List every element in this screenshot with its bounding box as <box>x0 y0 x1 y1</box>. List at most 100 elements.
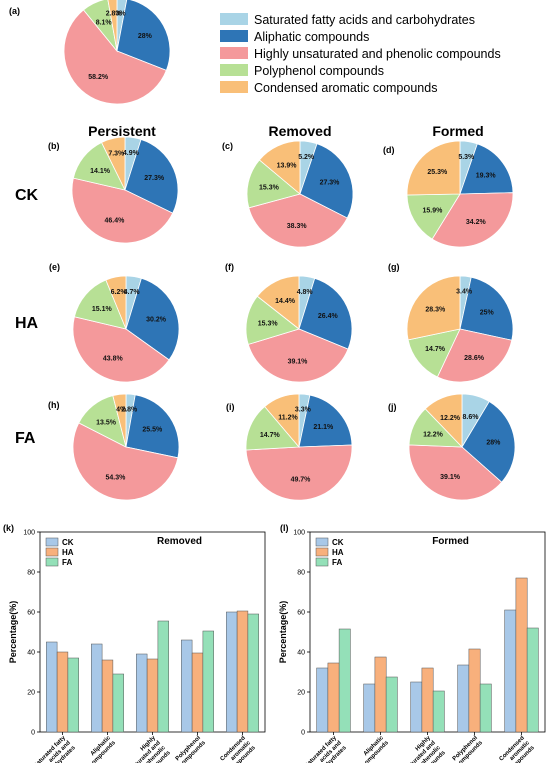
slice-label-polyphenol: 14.1% <box>90 168 111 175</box>
pie-slice-condensed <box>256 275 300 330</box>
bar-ck <box>181 639 193 733</box>
pie-slice-condensed <box>107 0 118 52</box>
slice-label-polyphenol: 14.7% <box>425 346 446 353</box>
legend-label-unsaturated: Highly unsaturated and phenolic compound… <box>254 47 501 61</box>
x-tick-label: Aliphaticcompounds <box>357 735 391 763</box>
slice-label-unsaturated: 58.2% <box>88 74 109 81</box>
pie-slice-condensed <box>100 136 126 191</box>
pie-slice-aliphatic <box>298 277 353 350</box>
panel-label: (f) <box>225 262 234 272</box>
pie-slice-polyphenol <box>406 193 461 240</box>
panel-label: (d) <box>383 145 395 155</box>
bar-ha <box>101 659 114 733</box>
x-tick-label: Saturated fattyacids andcarbohydrates <box>33 735 77 763</box>
slice-label-saturated: 4.7% <box>124 289 141 296</box>
legend-swatch-condensed <box>220 81 248 93</box>
y-tick-label: 40 <box>297 650 305 657</box>
y-tick-label: 20 <box>297 690 305 697</box>
y-tick-label: 80 <box>27 570 35 577</box>
panel-label: (k) <box>3 523 14 533</box>
pie-chart-6: (f) 4.8% 26.4% 39.1% 15.3% 14.4% <box>225 262 353 383</box>
slice-label-condensed: 2.8% <box>106 11 123 18</box>
slice-label-saturated: 3.4% <box>456 289 473 296</box>
pie-slice-condensed <box>258 140 301 195</box>
slice-label-aliphatic: 25% <box>480 309 495 316</box>
slice-label-aliphatic: 21.1% <box>313 424 334 431</box>
pie-slice-polyphenol <box>245 406 300 451</box>
slice-label-condensed: 14.4% <box>275 298 296 305</box>
slice-label-saturated: 5.2% <box>298 154 315 161</box>
bar-ha <box>468 648 481 733</box>
legend-label-saturated: Saturated fatty acids and carbohydrates <box>254 13 475 27</box>
slice-label-saturated: 5.3% <box>458 154 475 161</box>
bar-fa <box>385 676 398 733</box>
y-axis-title: Percentage(%) <box>278 601 288 664</box>
pie-slice-aliphatic <box>125 394 180 459</box>
slice-label-unsaturated: 54.3% <box>105 475 126 482</box>
bar-chart-formed: (l) 0 20 40 60 80 100 Percentage(%) Formed Satura… <box>278 523 546 763</box>
slice-label-polyphenol: 14.7% <box>260 432 281 439</box>
pie-chart-3: (c) 5.2% 27.3% 38.3% 15.3% 13.9% <box>222 140 354 248</box>
pie-chart-10: (j) 8.6% 28% 39.1% 12.2% 12.2% <box>388 393 516 501</box>
bar-ck <box>46 641 58 733</box>
x-tick-label: Condensedaromaticcompounds <box>219 735 258 763</box>
bar-ha <box>515 577 528 733</box>
pie-slice-saturated <box>116 0 128 52</box>
row-title-fa: FA <box>15 430 36 447</box>
panel-label: (h) <box>48 400 60 410</box>
pie-slice-unsaturated <box>63 9 167 105</box>
slice-label-unsaturated: 39.1% <box>440 474 461 481</box>
row-title-ck: CK <box>15 187 39 204</box>
slice-label-condensed: 7.3% <box>108 150 125 157</box>
y-tick-label: 80 <box>297 570 305 577</box>
x-tick-label: Polyphenolcompounds <box>174 735 208 763</box>
pie-chart-5: (e) 4.7% 30.2% 43.8% 15.1% 6.2% <box>49 262 180 383</box>
legend-swatch-aliphatic <box>220 30 248 42</box>
slice-label-aliphatic: 25.5% <box>142 427 163 434</box>
bar-fa <box>247 613 259 733</box>
pie-slice-aliphatic <box>298 394 353 448</box>
y-tick-label: 100 <box>23 530 35 537</box>
pie-slice-aliphatic <box>125 277 180 361</box>
pie-slice-aliphatic <box>116 0 171 71</box>
pie-slice-polyphenol <box>407 328 461 378</box>
bar-ha <box>374 656 387 733</box>
pie-slice-unsaturated <box>431 192 514 248</box>
bar-legend-swatch-fa <box>315 557 329 567</box>
slice-label-condensed: 28.3% <box>425 307 446 314</box>
pie-slice-aliphatic <box>299 143 354 219</box>
panel-label: (g) <box>388 262 400 272</box>
slice-label-polyphenol: 15.3% <box>258 321 279 328</box>
y-tick-label: 60 <box>27 610 35 617</box>
pie-slice-condensed <box>105 275 127 330</box>
bar-ha <box>56 651 69 733</box>
x-tick-label: Aliphaticcompounds <box>84 735 118 763</box>
panel-label: (l) <box>280 523 289 533</box>
panel-label: (b) <box>48 141 60 151</box>
pie-slice-polyphenol <box>82 0 118 53</box>
bar-legend-label-ha: HA <box>332 548 344 557</box>
pie-slice-condensed <box>406 275 461 341</box>
pie-chart-2: (b) 4.9% 27.3% 46.4% 14.1% 7.3% <box>48 136 179 244</box>
slice-label-aliphatic: 27.3% <box>144 175 165 182</box>
bar-legend-label-fa: FA <box>62 558 72 567</box>
bar-fa <box>202 630 214 733</box>
bar-fa <box>157 620 169 733</box>
y-tick-label: 100 <box>293 530 305 537</box>
slice-label-saturated: 2.8% <box>121 407 138 414</box>
legend-label-polyphenol: Polyphenol compounds <box>254 64 384 78</box>
bar-fa <box>338 628 351 733</box>
slice-label-unsaturated: 28.6% <box>464 355 485 362</box>
bar-ha <box>327 662 340 733</box>
pie-slice-condensed <box>112 393 127 448</box>
bar-ck <box>91 643 103 733</box>
pie-slice-unsaturated <box>248 193 348 248</box>
slice-label-polyphenol: 8.1% <box>96 20 113 27</box>
slice-label-condensed: 11.2% <box>278 415 298 422</box>
slice-label-unsaturated: 49.7% <box>291 476 312 483</box>
bar-legend-label-ck: CK <box>332 538 344 547</box>
legend-swatch-unsaturated <box>220 47 248 59</box>
bar-ha <box>191 652 204 733</box>
